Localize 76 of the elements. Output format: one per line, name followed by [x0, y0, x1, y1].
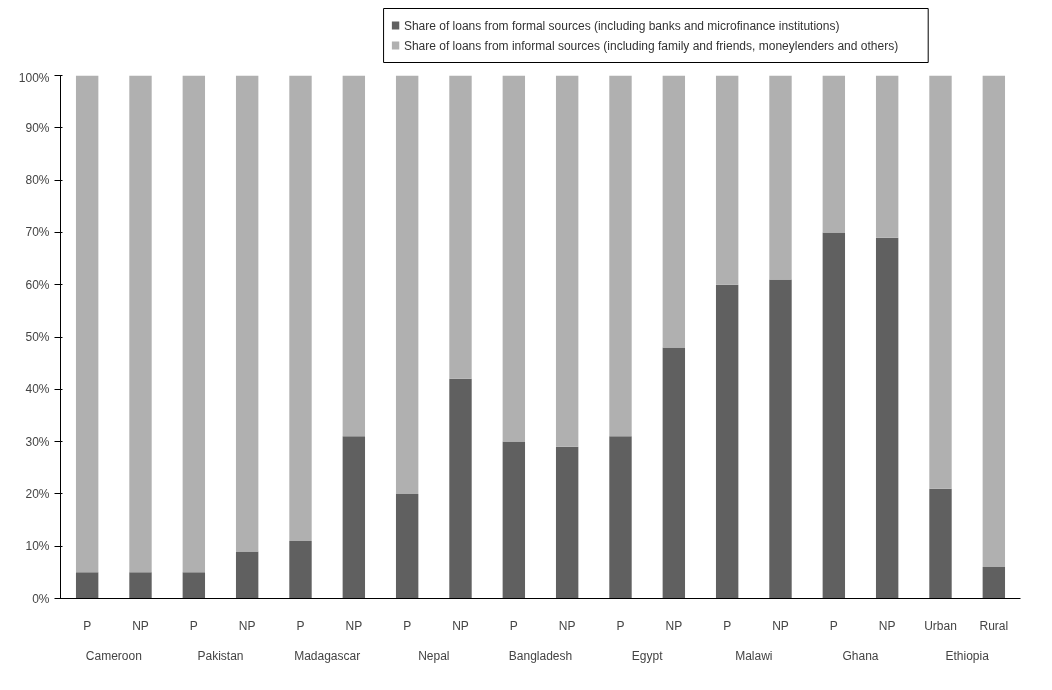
- bar: [555, 446, 579, 599]
- bar: [822, 75, 846, 233]
- legend-label: Share of loans from formal sources (including banks and microfinance institutions): [403, 18, 840, 33]
- bar: [769, 279, 792, 599]
- x-tick-label: P: [189, 618, 198, 633]
- x-tick-label: NP: [878, 618, 896, 633]
- bar: [182, 572, 206, 599]
- bar: [555, 75, 579, 447]
- bar: [342, 75, 366, 437]
- bar: [129, 75, 152, 573]
- y-tick-label: 40%: [25, 382, 50, 397]
- bar: [235, 551, 259, 599]
- bar: [982, 75, 1006, 568]
- x-tick-label: P: [296, 618, 305, 633]
- bar: [715, 75, 739, 285]
- bar: [449, 75, 472, 379]
- text: Ethiopia: [945, 648, 990, 663]
- text: Ghana: [842, 648, 879, 663]
- x-tick-label: P: [723, 618, 732, 633]
- x-tick-label: NP: [132, 618, 149, 633]
- bar: [449, 378, 472, 599]
- legend-label: Share of loans from informal sources (including family and friends, moneylenders and others): [403, 38, 899, 53]
- bar: [235, 75, 259, 552]
- y-tick-label: 90%: [25, 120, 50, 135]
- bar: [662, 347, 686, 599]
- bar: [929, 488, 952, 599]
- bar: [929, 75, 952, 489]
- y-tick-label: 50%: [25, 330, 50, 344]
- text: Egypt: [631, 648, 664, 663]
- x-tick-label: P: [403, 618, 412, 633]
- text: Malawi: [735, 648, 773, 663]
- x-tick-label: P: [83, 618, 92, 633]
- bar: [129, 572, 152, 599]
- x-tick-label: P: [829, 618, 838, 633]
- x-tick-label: NP: [665, 618, 683, 633]
- bar: [662, 75, 686, 348]
- y-tick-label: 80%: [25, 173, 50, 188]
- bar: [502, 75, 526, 442]
- x-tick-label: Rural: [979, 618, 1009, 633]
- y-tick-label: 60%: [25, 277, 50, 292]
- text: Madagascar: [294, 648, 361, 663]
- y-tick-label: 70%: [25, 225, 50, 240]
- x-tick-label: NP: [772, 618, 789, 633]
- bar: [342, 436, 366, 599]
- text: Bangladesh: [508, 648, 573, 663]
- y-tick-label: 10%: [25, 539, 50, 554]
- x-tick-label: NP: [345, 618, 363, 633]
- bar: [609, 75, 632, 437]
- y-tick-label: 100%: [18, 70, 50, 85]
- bar: [289, 75, 312, 541]
- bar: [875, 237, 899, 599]
- y-tick-label: 20%: [25, 486, 50, 501]
- bar: [182, 75, 206, 573]
- y-tick-label: 0%: [32, 591, 50, 606]
- bar: [982, 567, 1006, 599]
- bar: [395, 75, 419, 494]
- bar: [395, 493, 419, 599]
- bar: [822, 232, 846, 599]
- bar: [875, 75, 899, 238]
- bar: [75, 75, 99, 573]
- text: Cameroon: [85, 648, 142, 663]
- y-tick-label: 30%: [25, 434, 50, 449]
- bar: [502, 441, 526, 599]
- bar: [289, 540, 312, 599]
- bar: [769, 75, 792, 280]
- x-tick-label: P: [616, 618, 625, 633]
- bar: [75, 572, 99, 599]
- x-tick-label: Urban: [924, 618, 957, 633]
- bar: [609, 436, 632, 599]
- x-tick-label: NP: [238, 618, 256, 633]
- text: Nepal: [418, 648, 450, 663]
- x-tick-label: P: [509, 618, 518, 633]
- x-tick-label: NP: [558, 618, 576, 633]
- text: Pakistan: [197, 648, 244, 663]
- x-tick-label: NP: [452, 618, 469, 633]
- bar: [715, 284, 739, 599]
